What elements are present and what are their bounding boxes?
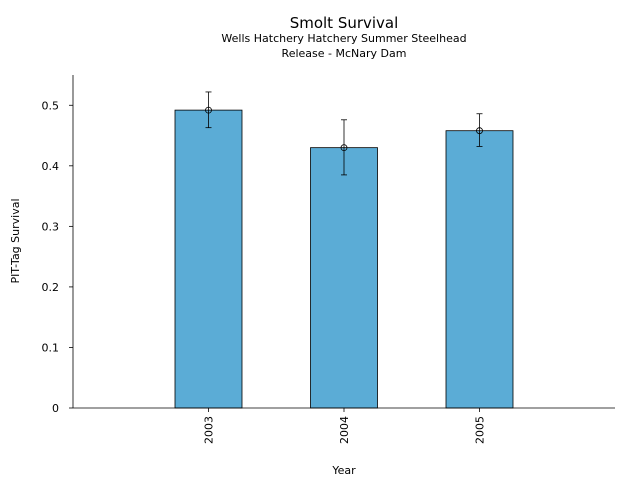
chart-subtitle-line-1: Wells Hatchery Hatchery Summer Steelhead xyxy=(221,32,466,45)
bar-2005 xyxy=(445,130,514,409)
bar-2003 xyxy=(174,109,243,409)
mean-marker-2005 xyxy=(476,127,483,135)
chart-subtitle-line-2: Release - McNary Dam xyxy=(282,47,407,60)
y-tick-label-0: 0 xyxy=(52,402,59,415)
y-tick-label-5: 0.5 xyxy=(42,99,60,112)
x-tick-label-2003: 2003 xyxy=(203,416,216,444)
y-tick-label-1: 0.1 xyxy=(42,341,60,354)
mean-marker-2004 xyxy=(340,144,348,152)
x-tick-label-2005: 2005 xyxy=(474,416,487,444)
chart-title: Smolt Survival xyxy=(290,14,399,32)
y-axis-label: PIT-Tag Survival xyxy=(9,198,22,283)
x-axis-label: Year xyxy=(331,464,356,477)
mean-marker-2003 xyxy=(205,106,212,114)
bar-2004 xyxy=(310,147,378,409)
plot-area: 2003 2004 2005 0 0.1 0.2 0.3 0.4 0.5 xyxy=(42,75,615,444)
x-tick-label-2004: 2004 xyxy=(338,416,351,444)
y-tick-label-2: 0.2 xyxy=(42,281,60,294)
y-tick-label-4: 0.4 xyxy=(42,160,60,173)
y-tick-label-3: 0.3 xyxy=(42,220,60,233)
